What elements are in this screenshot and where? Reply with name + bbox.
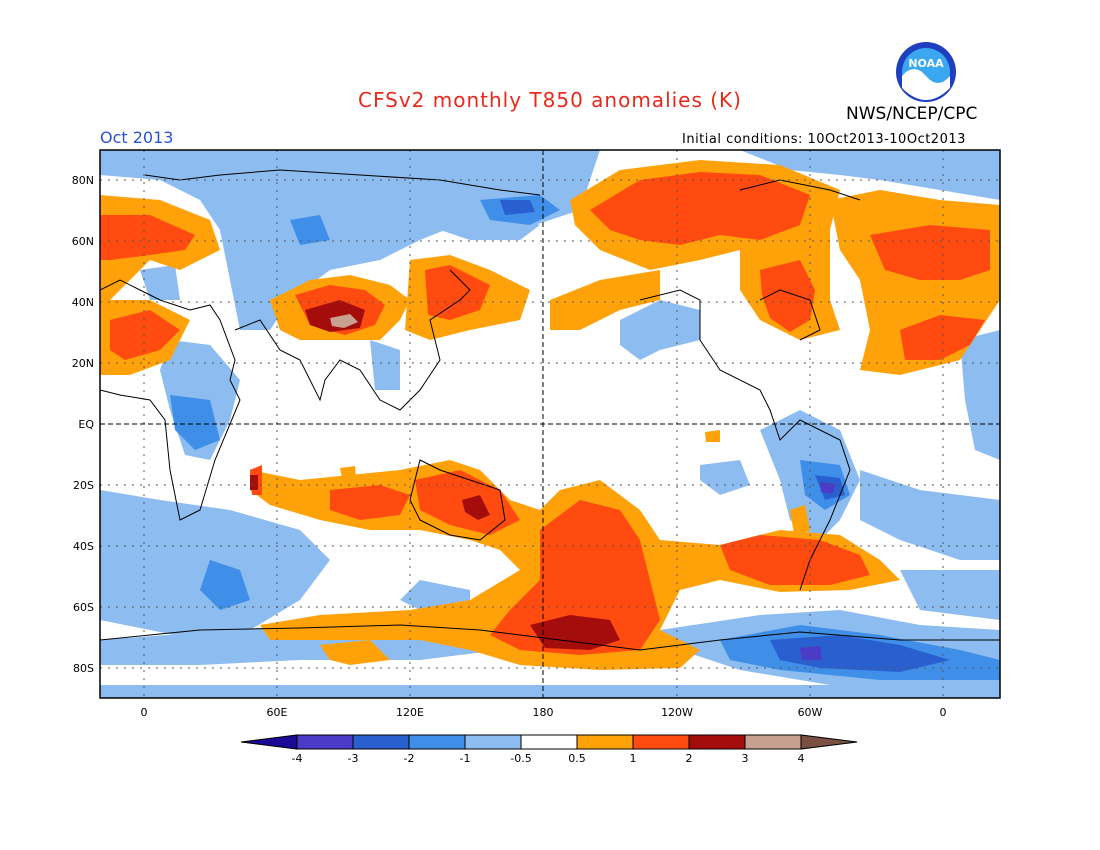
colorbar-tick-label: 3 — [741, 752, 749, 765]
colorbar-cell — [576, 734, 634, 750]
lon-label: 0 — [939, 706, 947, 719]
lat-label: 80S — [73, 662, 94, 675]
agency-label: NWS/NCEP/CPC — [846, 104, 978, 124]
anomaly-red-orange-regions — [100, 172, 990, 655]
map-frame — [99, 149, 1001, 699]
lat-label: 40N — [71, 296, 94, 309]
lat-label: 60N — [71, 235, 94, 248]
lon-label: 60E — [266, 706, 288, 719]
noaa-logo: NOAA — [896, 42, 956, 102]
lat-label: 60S — [73, 601, 94, 614]
lat-label: 20S — [73, 479, 94, 492]
lat-label: 40S — [73, 540, 94, 553]
colorbar-cell — [744, 734, 802, 750]
colorbar-tick-label: -4 — [291, 752, 303, 765]
colorbar-tick-label: 0.5 — [568, 752, 586, 765]
colorbar-cell — [520, 734, 578, 750]
lon-label: 0 — [140, 706, 148, 719]
noaa-logo-text: NOAA — [908, 57, 944, 70]
lat-label: EQ — [78, 418, 94, 431]
colorbar-cell — [408, 734, 466, 750]
colorbar-tick-label: 4 — [797, 752, 805, 765]
colorbar-tick-label: -3 — [347, 752, 359, 765]
colorbar-tick-label: -1 — [459, 752, 471, 765]
lon-label: 120E — [396, 706, 424, 719]
colorbar-max-arrow — [800, 734, 858, 750]
initial-conditions-label: Initial conditions: 10Oct2013-10Oct2013 — [682, 132, 966, 147]
colorbar-cell — [352, 734, 410, 750]
lat-label: 20N — [71, 357, 94, 370]
equator-dateline — [100, 150, 1000, 698]
colorbar-tick-label: -0.5 — [510, 752, 532, 765]
map-title: CFSv2 monthly T850 anomalies (K) — [358, 88, 742, 112]
anomaly-tan-regions — [330, 314, 358, 328]
lon-label: 120W — [661, 706, 693, 719]
coastlines — [100, 169, 1000, 651]
lat-label: 80N — [71, 174, 94, 187]
colorbar-tick-label: -2 — [403, 752, 415, 765]
colorbar-cell — [464, 734, 522, 750]
anomaly-indigo-regions — [800, 482, 835, 660]
month-label: Oct 2013 — [100, 128, 174, 147]
lon-label: 180 — [532, 706, 554, 719]
colorbar-cell — [688, 734, 746, 750]
anomaly-dark-blue-regions — [500, 200, 950, 672]
colorbar-min-arrow — [240, 734, 298, 750]
colorbar-cell — [632, 734, 690, 750]
colorbar-tick-label: 2 — [685, 752, 693, 765]
colorbar-cell — [296, 734, 354, 750]
colorbar-tick-label: 1 — [629, 752, 637, 765]
lon-label: 60W — [797, 706, 823, 719]
